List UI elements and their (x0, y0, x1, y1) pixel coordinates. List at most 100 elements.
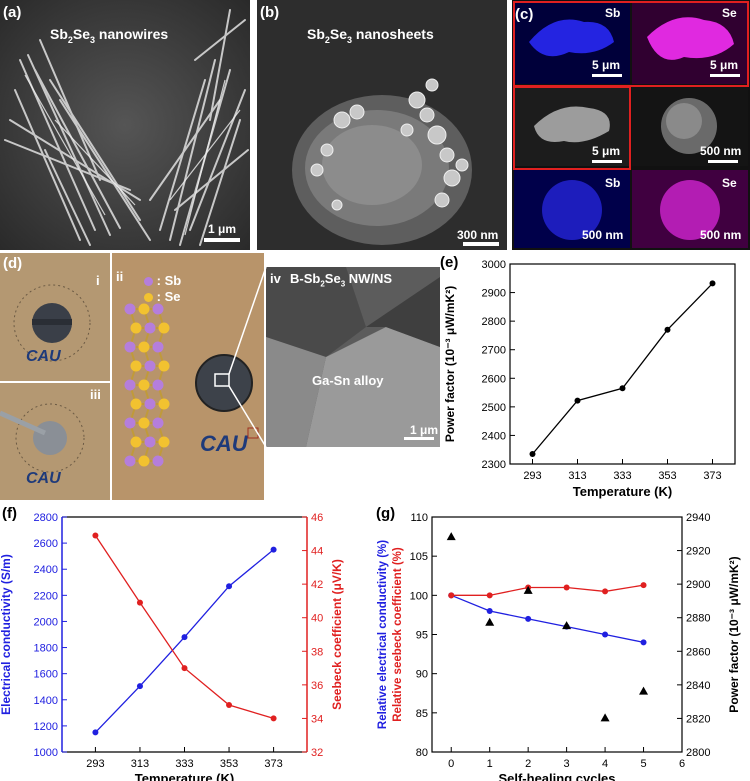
nanowires-sem-image (0, 0, 250, 250)
data-point (270, 715, 277, 722)
edx-map-bottom-row (514, 170, 748, 248)
y-tick-label-left: 2400 (34, 564, 58, 576)
x-tick-label: 373 (703, 470, 721, 482)
crystal-atom (124, 417, 136, 429)
photo-ii: CAU (112, 253, 264, 500)
sub-label-ii: ii (116, 269, 124, 284)
y-tick-label-left: 85 (416, 708, 428, 720)
x-tick-label: 2 (525, 758, 531, 770)
y-tick-label: 2400 (482, 430, 506, 442)
crystal-atom (138, 455, 150, 467)
y-tick-label-right: 2900 (686, 579, 710, 591)
sb-atom-icon (144, 277, 153, 287)
data-point-triangle (562, 621, 572, 630)
y-tick-label-left: 1600 (34, 669, 58, 681)
y-tick-label: 2700 (482, 345, 506, 357)
map-label-sb: Sb (605, 176, 621, 190)
sub-label-iii: iii (90, 387, 101, 402)
data-point (563, 584, 570, 591)
panel-b-title: Sb2Se3 nanosheets (307, 26, 434, 45)
y-axis-label-right: Power factor (10⁻³ μW/mK²) (727, 556, 741, 712)
y-tick-label-right: 2860 (686, 646, 710, 658)
crystal-atom (130, 322, 142, 334)
data-point-triangle (639, 686, 649, 695)
data-point-triangle (485, 617, 495, 626)
y-axis-label-left-1: Relative electrical conductivity (%) (377, 540, 389, 729)
y-tick-label-right: 2880 (686, 613, 710, 625)
scale-bar (708, 160, 738, 163)
legend-sb: : Sb (144, 273, 181, 288)
series-line (450, 594, 644, 643)
y-tick-label-left: 2200 (34, 590, 58, 602)
x-tick-label: 3 (564, 758, 570, 770)
y-tick-label-right: 46 (311, 512, 323, 524)
scale-bar-label: 5 μm (592, 144, 621, 158)
ga-sn-alloy-label: Ga-Sn alloy (312, 373, 384, 388)
highlight-box-mid (513, 86, 631, 170)
y-tick-label-right: 34 (311, 713, 323, 725)
crystal-atom (124, 455, 136, 467)
x-tick-label: 0 (448, 758, 454, 770)
crystal-atom (158, 360, 170, 372)
crystal-atom (158, 322, 170, 334)
plot-frame (431, 516, 683, 753)
se-atom-icon (144, 293, 153, 303)
x-tick-label: 313 (131, 758, 149, 770)
y-tick-label-left: 90 (416, 669, 428, 681)
panel-d-iv-title: B-Sb2Se3 NW/NS (290, 271, 393, 289)
x-tick-label: 4 (602, 758, 608, 770)
data-point-triangle (523, 585, 533, 594)
x-axis-label: Self-healing cycles (498, 771, 615, 781)
y-tick-label-left: 1800 (34, 643, 58, 655)
scale-bar (463, 242, 499, 246)
x-tick-label: 6 (679, 758, 685, 770)
data-point (92, 729, 99, 736)
crystal-atom (124, 379, 136, 391)
data-point (181, 634, 188, 641)
y-tick-label-left: 80 (416, 747, 428, 759)
scale-bar-label: 1 μm (208, 222, 237, 236)
crystal-atom (158, 436, 170, 448)
crystal-atom (152, 379, 164, 391)
panel-label-c: (c) (515, 6, 534, 23)
scale-bar (710, 74, 740, 77)
x-tick-label: 293 (86, 758, 104, 770)
photo-iii: CAU (0, 383, 110, 500)
panel-label-b: (b) (260, 4, 280, 21)
data-point (448, 592, 455, 599)
data-point (602, 631, 609, 638)
y-tick-label-right: 42 (311, 579, 323, 591)
y-tick-label-left: 105 (410, 551, 428, 563)
panel-a-title: Sb2Se3 nanowires (50, 26, 169, 45)
x-tick-label: 293 (523, 470, 541, 482)
data-point-triangle (446, 532, 456, 541)
y-tick-label: 2300 (482, 459, 506, 471)
y-tick-label-right: 32 (311, 747, 323, 759)
y-axis-label-right: Seebeck coefficient (μV/K) (330, 559, 344, 710)
data-point (664, 326, 671, 333)
y-tick-label-left: 100 (410, 590, 428, 602)
x-tick-label: 373 (264, 758, 282, 770)
scale-bar (592, 74, 622, 77)
crystal-atom (144, 322, 156, 334)
crystal-atom (152, 455, 164, 467)
svg-text:CAU: CAU (26, 348, 61, 365)
crystal-atom (138, 303, 150, 315)
data-point (619, 385, 626, 392)
y-tick-label-left: 2600 (34, 538, 58, 550)
y-tick-label-right: 44 (311, 546, 323, 558)
data-point (136, 683, 143, 690)
y-tick-label: 2500 (482, 402, 506, 414)
data-point (226, 702, 233, 708)
crystal-atom (130, 398, 142, 410)
panel-b: (b) Sb2Se3 nanosheets 300 nm (257, 0, 507, 250)
legend-se: : Se (144, 289, 180, 304)
series-line (532, 282, 713, 455)
crystal-atom (144, 360, 156, 372)
data-point (529, 451, 536, 457)
crystal-atom (152, 417, 164, 429)
data-point (574, 397, 581, 404)
data-point (709, 280, 716, 287)
y-tick-label: 2900 (482, 288, 506, 300)
chart-e: 2300 2400 2500 2600 2700 2800 2900 3000 293 313 33… (443, 259, 736, 499)
